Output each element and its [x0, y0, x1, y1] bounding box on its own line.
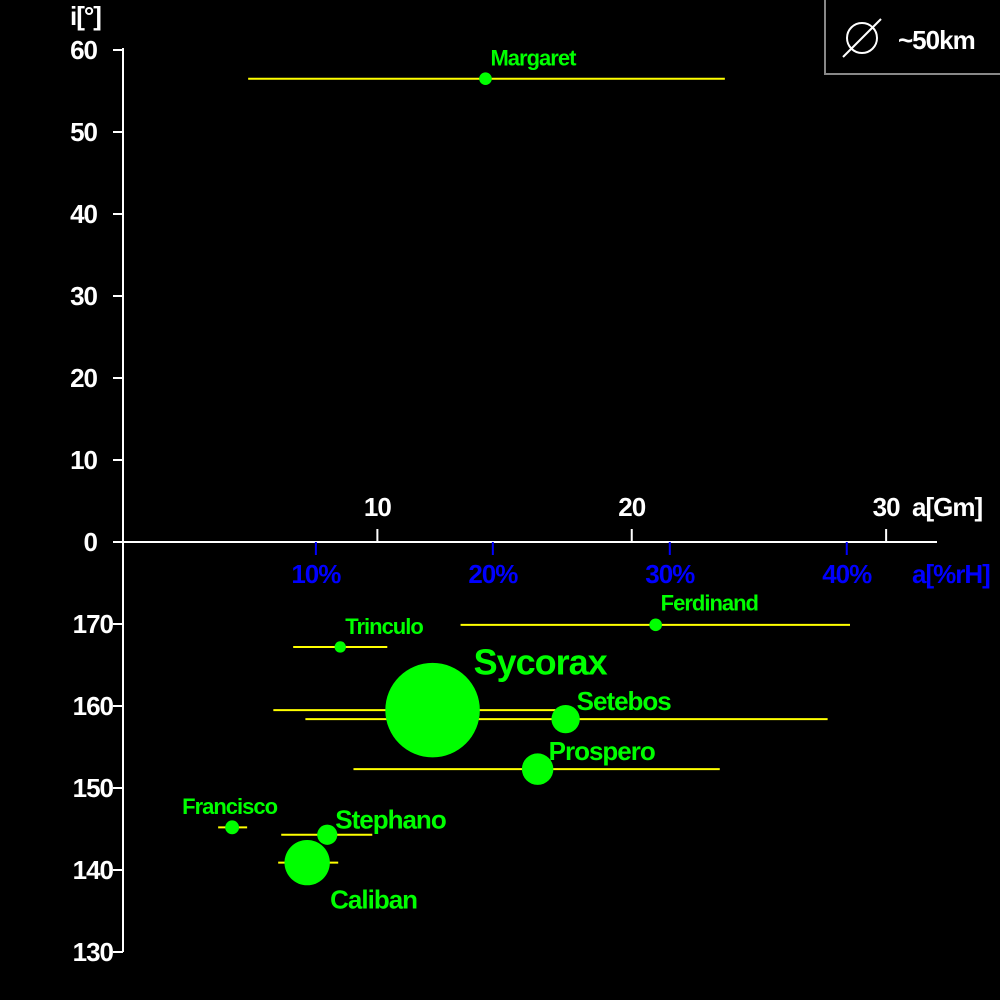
x2-axis-label: a[%rH]	[912, 559, 990, 589]
moon	[551, 704, 580, 734]
moon-label: Ferdinand	[661, 591, 758, 616]
moon	[385, 662, 480, 758]
y-tick-label: 30	[70, 281, 97, 311]
legend-symbol	[846, 22, 878, 54]
y-tick-label: 10	[70, 445, 97, 475]
y2-tick-label: 140	[73, 855, 114, 885]
y-axis-label: i[°]	[70, 1, 101, 31]
moon-label: Setebos	[577, 686, 672, 716]
y-tick-label: 50	[70, 117, 97, 147]
y-tick-label: 0	[84, 527, 98, 557]
y-tick-label: 40	[70, 199, 97, 229]
y2-tick-label: 130	[73, 937, 114, 967]
x-tick-label: 30	[873, 492, 900, 522]
y2-tick-label: 160	[73, 691, 114, 721]
moon	[225, 820, 240, 835]
y2-tick-label: 170	[73, 609, 114, 639]
moon	[284, 839, 330, 886]
x2-tick-label: 30%	[645, 559, 695, 589]
legend-symbol	[842, 18, 882, 58]
moon	[521, 753, 554, 785]
x2-tick-label: 10%	[291, 559, 341, 589]
x2-tick-label: 40%	[822, 559, 872, 589]
moon-label: Stephano	[335, 805, 446, 835]
moon-label: Sycorax	[474, 642, 608, 683]
moon-label: Margaret	[490, 46, 577, 71]
moon-label: Trinculo	[345, 614, 423, 639]
y-tick-label: 20	[70, 363, 97, 393]
moon	[334, 641, 346, 653]
x-axis-label: a[Gm]	[912, 492, 982, 522]
moon	[479, 72, 492, 85]
legend-label: ~50km	[898, 25, 975, 55]
x2-tick-label: 20%	[468, 559, 518, 589]
moon	[317, 824, 338, 845]
moon	[649, 618, 662, 632]
y2-tick-label: 150	[73, 773, 114, 803]
legend-box	[824, 0, 1000, 75]
x-tick-label: 20	[618, 492, 645, 522]
x-tick-label: 10	[364, 492, 391, 522]
moon-label: Prospero	[549, 736, 655, 766]
moon-label: Caliban	[330, 884, 417, 914]
moon-label: Francisco	[182, 794, 277, 819]
y-tick-label: 60	[70, 35, 97, 65]
